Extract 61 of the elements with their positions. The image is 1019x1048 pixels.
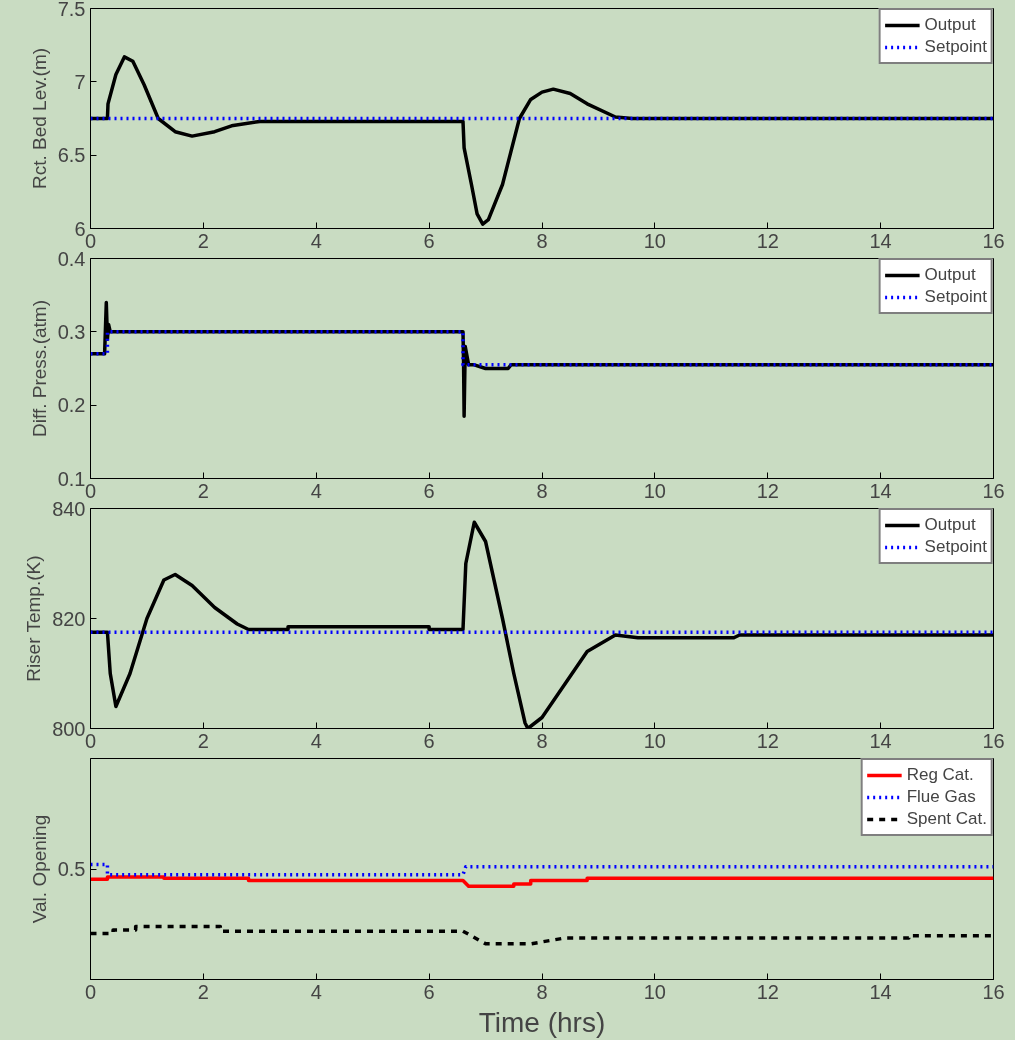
legend-label: Reg Cat.	[906, 764, 974, 786]
x-tick-label: 0	[84, 729, 97, 752]
x-tick-label: 4	[310, 729, 322, 752]
x-axis-title: Time (hrs)	[478, 1006, 606, 1038]
x-tick-label: 2	[197, 729, 209, 752]
x-tick-label: 0	[84, 229, 97, 252]
x-tick-label: 10	[643, 229, 666, 252]
legend-label: Setpoint	[924, 36, 987, 58]
x-tick-label: 4	[310, 479, 322, 502]
x-tick-label: 6	[423, 980, 435, 1003]
legend-label: Spent Cat.	[906, 808, 987, 830]
x-tick-label: 12	[756, 980, 779, 1003]
x-tick-label: 8	[536, 229, 548, 252]
x-tick-label: 16	[982, 229, 1005, 252]
y-tick-label: 7.5	[57, 0, 86, 20]
x-tick-label: 8	[536, 479, 548, 502]
y-tick-label: 0.3	[57, 320, 86, 343]
x-tick-label: 12	[756, 729, 779, 752]
x-tick-label: 4	[310, 980, 322, 1003]
x-tick-label: 16	[982, 729, 1005, 752]
legend-label: Output	[924, 264, 976, 286]
x-tick-label: 14	[869, 729, 892, 752]
legend-label: Setpoint	[924, 536, 987, 558]
y-axis-title: Rct. Bed Lev.(m)	[28, 47, 50, 190]
legend-label: Output	[924, 514, 976, 536]
y-tick-label: 820	[52, 607, 86, 630]
x-tick-label: 10	[643, 479, 666, 502]
x-tick-label: 8	[536, 980, 548, 1003]
x-tick-label: 8	[536, 729, 548, 752]
x-tick-label: 10	[643, 980, 666, 1003]
y-tick-label: 6.5	[57, 144, 86, 167]
x-tick-label: 14	[869, 479, 892, 502]
y-tick-label: 840	[52, 497, 86, 520]
y-tick-label: 0.4	[57, 247, 86, 270]
x-tick-label: 14	[869, 229, 892, 252]
y-tick-label: 0.1	[57, 467, 86, 490]
x-tick-label: 12	[756, 479, 779, 502]
x-tick-label: 4	[310, 229, 322, 252]
x-tick-label: 12	[756, 229, 779, 252]
y-axis-title: Val. Opening	[28, 814, 50, 924]
x-tick-label: 6	[423, 229, 435, 252]
legend-label: Flue Gas	[906, 786, 976, 808]
legend-label: Output	[924, 14, 976, 36]
y-tick-label: 800	[52, 717, 86, 740]
x-tick-label: 0	[84, 479, 97, 502]
legend-label: Setpoint	[924, 286, 987, 308]
y-tick-label: 0.2	[57, 394, 86, 417]
y-axis-title: Riser Temp.(K)	[23, 555, 45, 682]
text: 0.5	[57, 858, 86, 880]
y-axis-title: Diff. Press.(atm)	[28, 300, 50, 437]
x-tick-label: 2	[197, 229, 209, 252]
x-tick-label: 16	[982, 980, 1005, 1003]
x-tick-label: 0	[84, 980, 97, 1003]
y-tick-label: 7	[74, 70, 86, 93]
x-tick-label: 2	[197, 980, 209, 1003]
x-tick-label: 6	[423, 729, 435, 752]
x-tick-label: 14	[869, 980, 892, 1003]
x-tick-label: 16	[982, 479, 1005, 502]
x-tick-label: 2	[197, 479, 209, 502]
x-tick-label: 6	[423, 479, 435, 502]
x-tick-label: 10	[643, 729, 666, 752]
